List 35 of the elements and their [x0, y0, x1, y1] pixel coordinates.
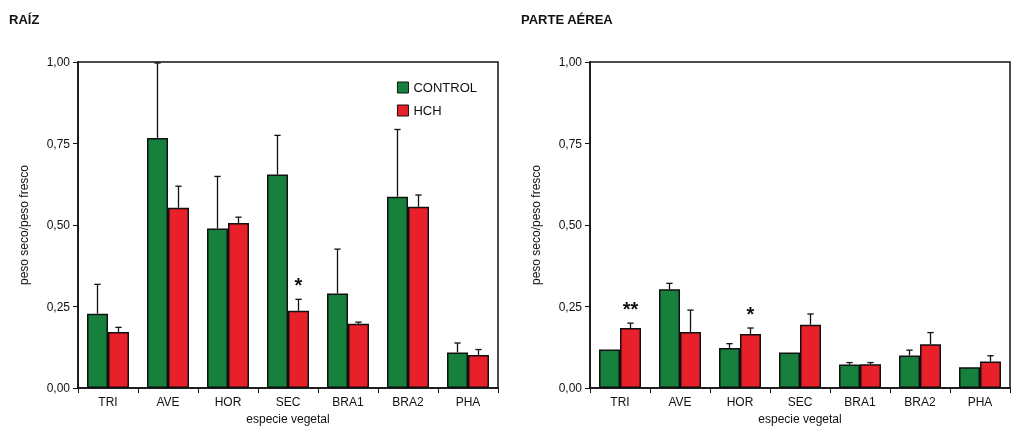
x-tick-label: PHA	[455, 395, 481, 409]
annotation: *	[746, 303, 755, 326]
x-tick-label: BRA2	[904, 395, 936, 409]
x-axis-title: especie vegetal	[758, 411, 842, 426]
x-tick-label: HOR	[214, 395, 242, 409]
x-tick-label: AVE	[156, 395, 180, 409]
y-axis-title: peso seco/peso fresco	[529, 164, 543, 286]
x-tick-label: SEC	[275, 395, 301, 409]
y-tick-label: 1,00	[46, 55, 71, 69]
y-axis-title: peso seco/peso fresco	[17, 164, 31, 286]
y-tick-label: 1,00	[558, 55, 583, 69]
x-tick-label: PHA	[967, 395, 993, 409]
y-tick-label: 0,75	[46, 136, 71, 151]
legend-label: CONTROL	[413, 80, 477, 95]
y-tick-label: 0,75	[558, 136, 583, 151]
legend-label: HCH	[413, 103, 442, 118]
chart-title: RAÍZ	[9, 12, 40, 27]
x-tick-label: SEC	[787, 395, 813, 409]
chart-title: PARTE AÉREA	[521, 12, 614, 27]
x-tick-label: AVE	[668, 395, 692, 409]
x-tick-label: TRI	[610, 395, 630, 409]
y-tick-label: 0,25	[558, 299, 583, 314]
y-tick-label: 0,50	[46, 218, 71, 232]
y-tick-label: 0,00	[46, 381, 71, 395]
y-tick-label: 0,00	[558, 381, 583, 395]
y-tick-label: 0,25	[46, 299, 71, 314]
x-tick-label: BRA1	[332, 395, 364, 409]
x-tick-label: BRA2	[392, 395, 424, 409]
annotation: *	[294, 274, 303, 297]
annotation: **	[622, 298, 639, 321]
y-tick-label: 0,50	[558, 218, 583, 232]
x-axis-title: especie vegetal	[246, 411, 330, 426]
x-tick-label: HOR	[726, 395, 754, 409]
x-tick-label: TRI	[98, 395, 118, 409]
x-tick-label: BRA1	[844, 395, 876, 409]
